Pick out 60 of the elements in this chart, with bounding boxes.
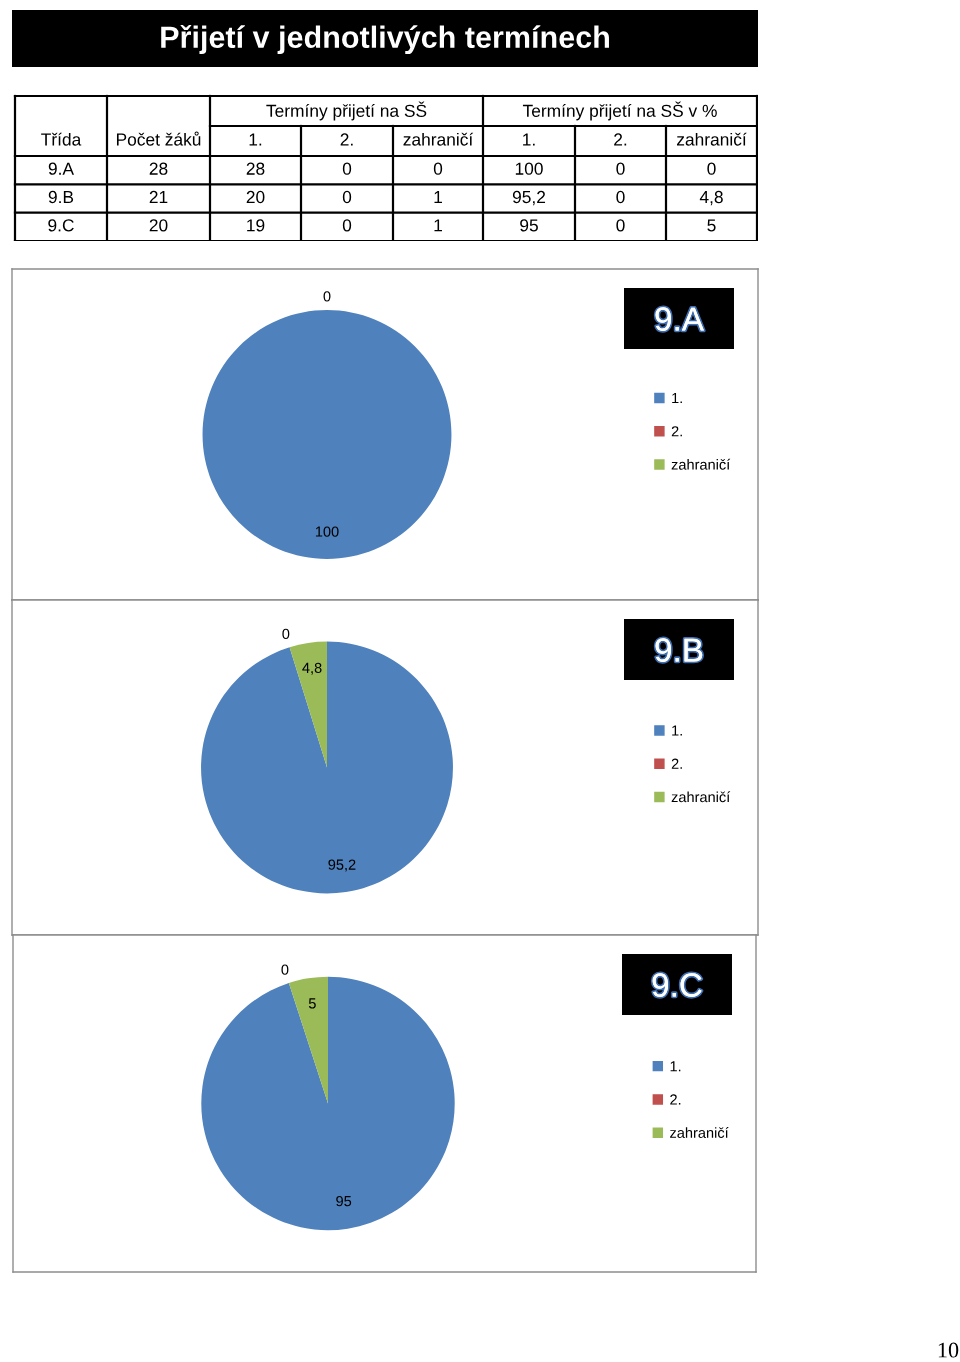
text: 19 xyxy=(247,219,265,232)
legend-label: zahraničí xyxy=(671,458,731,470)
text: 10 xyxy=(938,1342,959,1358)
chart-title: 9.A xyxy=(655,307,704,331)
text: Počet žáků xyxy=(116,131,201,146)
text: 0 xyxy=(616,219,625,232)
text: zahraničí xyxy=(676,132,747,146)
text: 0 xyxy=(281,964,289,975)
legend-label: 2. xyxy=(671,426,682,437)
text: 1. xyxy=(523,133,535,146)
pie-slice xyxy=(289,641,327,768)
text: 20 xyxy=(246,190,265,204)
legend-label: zahraničí xyxy=(671,791,731,803)
text: Termíny přijetí na SŠ v % xyxy=(522,101,717,121)
text: 9.B xyxy=(48,190,74,204)
data-label: 4,8 xyxy=(302,662,322,675)
text: 1 xyxy=(434,191,442,203)
text: 28 xyxy=(246,162,265,175)
text: 21 xyxy=(149,190,168,203)
text: 2. xyxy=(340,133,353,146)
text: 95,2 xyxy=(512,190,546,206)
legend-label: 1. xyxy=(670,1061,681,1072)
text: 4,8 xyxy=(699,190,723,206)
text: 9.A xyxy=(48,162,74,175)
text: 28 xyxy=(149,162,168,175)
text: 0 xyxy=(342,162,352,175)
text: 5 xyxy=(707,219,716,232)
chart-title: 9.B xyxy=(655,638,703,662)
legend-label: 2. xyxy=(671,758,682,769)
text: 95 xyxy=(520,219,538,232)
text: 0 xyxy=(342,190,352,204)
data-label: 95 xyxy=(336,1195,352,1207)
text: 0 xyxy=(342,219,352,232)
legend-label: zahraničí xyxy=(670,1127,729,1138)
text: Termíny přijetí na SŠ xyxy=(266,101,427,121)
legend-label: 1. xyxy=(672,725,682,736)
legend-label: 2. xyxy=(670,1094,681,1105)
text: 2. xyxy=(614,133,627,146)
text: 0 xyxy=(616,162,625,175)
text: 0 xyxy=(433,162,443,175)
text: zahraničí xyxy=(403,132,474,146)
chart-title: 9.C xyxy=(652,973,702,997)
data-label: 5 xyxy=(308,998,316,1009)
text: 0 xyxy=(616,190,625,204)
data-label: 100 xyxy=(315,526,339,537)
text: 9.C xyxy=(48,219,74,232)
text: 1 xyxy=(434,219,442,232)
text: 0 xyxy=(323,291,331,302)
text: 0 xyxy=(282,628,290,640)
legend-label: 1. xyxy=(672,393,682,404)
pie-slice xyxy=(201,641,453,894)
pie-slice xyxy=(288,976,328,1104)
text: Přijetí v jednotlivých termínech xyxy=(161,24,609,55)
text: 0 xyxy=(707,162,716,175)
pie-slice xyxy=(201,976,455,1231)
data-label: 95,2 xyxy=(328,859,356,872)
text: Třída xyxy=(41,132,82,146)
text: 100 xyxy=(515,162,543,175)
text: 20 xyxy=(149,219,168,232)
text: 1. xyxy=(249,133,262,146)
